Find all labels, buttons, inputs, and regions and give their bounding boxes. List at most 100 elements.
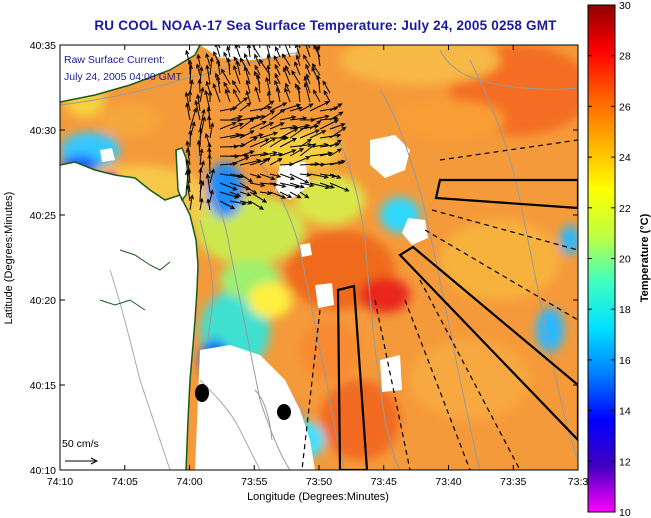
current-vector <box>291 70 301 85</box>
current-vector <box>283 67 291 85</box>
current-vector-head <box>249 150 255 155</box>
current-vector <box>185 50 191 67</box>
current-vector-head <box>333 106 339 111</box>
scale-arrow <box>65 457 99 465</box>
current-vector-head <box>256 174 262 179</box>
current-vector <box>229 156 249 166</box>
current-vector-head <box>234 154 240 159</box>
current-vector-head <box>195 63 201 69</box>
current-vector-head <box>323 174 329 179</box>
current-vector <box>269 136 287 148</box>
current-vector-head <box>232 106 238 111</box>
current-vector-head <box>311 63 317 69</box>
current-vector <box>285 83 291 94</box>
current-vector-head <box>237 115 243 120</box>
current-vector <box>289 191 301 199</box>
current-vector-head <box>316 74 321 80</box>
current-vector-head <box>258 58 264 64</box>
x-axis-title: Longitude (Degrees:Minutes) <box>247 491 389 503</box>
current-vector <box>268 91 271 103</box>
current-vector-head <box>296 33 299 37</box>
current-vector-head <box>232 161 238 167</box>
current-vector <box>269 102 287 112</box>
current-vector-head <box>316 120 322 125</box>
current-vector <box>259 59 271 76</box>
current-vector-head <box>223 81 228 87</box>
x-tick-label: 74:00 <box>176 476 202 488</box>
y-tick-label: 40:15 <box>30 380 56 392</box>
current-vector-head <box>290 175 296 180</box>
current-vector-head <box>296 194 302 199</box>
current-vector-head <box>196 53 201 59</box>
current-vector-head <box>254 53 259 59</box>
current-vector <box>269 182 286 188</box>
current-vector <box>186 160 191 175</box>
current-vector <box>208 116 211 130</box>
current-vector-head <box>226 45 231 51</box>
current-vector <box>229 115 242 121</box>
current-vector-head <box>302 116 308 121</box>
current-vector-head <box>259 205 264 210</box>
current-vector-head <box>189 79 194 85</box>
current-vector <box>259 137 276 148</box>
current-vector-head <box>303 75 308 81</box>
current-vector <box>319 119 339 130</box>
current-vector-head <box>294 61 299 67</box>
current-vector <box>229 200 246 205</box>
current-vector-head <box>198 127 203 133</box>
current-vector-head <box>303 54 308 60</box>
current-vector-head <box>198 66 204 72</box>
current-vector <box>289 144 312 148</box>
current-vector-head <box>307 142 313 148</box>
current-vector <box>244 66 251 85</box>
current-vector <box>249 121 267 130</box>
colorbar-tick-label: 28 <box>619 51 631 63</box>
current-vector-head <box>323 89 328 95</box>
current-vector-head <box>275 86 281 92</box>
current-vector-head <box>239 57 245 63</box>
current-vector-head <box>207 153 212 159</box>
current-vector <box>239 130 254 139</box>
x-ticks <box>59 45 579 470</box>
current-vector <box>305 45 311 58</box>
current-vector-head <box>308 103 314 108</box>
current-vector-head <box>284 87 289 93</box>
current-vector <box>289 125 308 139</box>
current-vector <box>305 74 311 85</box>
current-vector <box>299 143 316 157</box>
colorbar-tick-label: 20 <box>619 254 631 266</box>
current-vector <box>206 65 211 85</box>
current-vector <box>249 159 268 166</box>
current-vector <box>248 45 251 58</box>
current-vector-head <box>274 63 279 69</box>
current-vector-head <box>215 75 221 81</box>
current-vector <box>312 63 321 76</box>
bathymetry-contours <box>60 49 578 470</box>
current-vector <box>319 134 341 139</box>
survey-box-southeast <box>398 245 578 442</box>
current-vector-head <box>186 167 192 173</box>
current-vector <box>249 191 267 203</box>
current-vector <box>329 182 349 192</box>
current-vector <box>279 182 300 188</box>
x-tick-label: 73:50 <box>306 476 332 488</box>
current-vector-head <box>205 173 211 179</box>
current-vector <box>289 156 310 166</box>
current-vector <box>249 138 269 148</box>
current-vector <box>229 182 250 190</box>
current-vector <box>259 157 271 166</box>
x-tick-label: 74:10 <box>47 476 73 488</box>
current-vector-head <box>269 100 275 105</box>
current-vector-head <box>266 53 271 59</box>
current-vector-head <box>201 116 206 122</box>
current-vector-head <box>232 79 237 86</box>
current-vector <box>209 169 215 184</box>
current-vector-head <box>264 35 267 39</box>
current-vector <box>267 65 271 85</box>
current-vector-head <box>245 90 250 96</box>
current-vector-head <box>233 144 239 149</box>
current-vector <box>223 82 231 94</box>
current-vector-head <box>287 37 290 41</box>
colorbar-tick-label: 18 <box>619 304 631 316</box>
current-vector-head <box>306 138 312 144</box>
